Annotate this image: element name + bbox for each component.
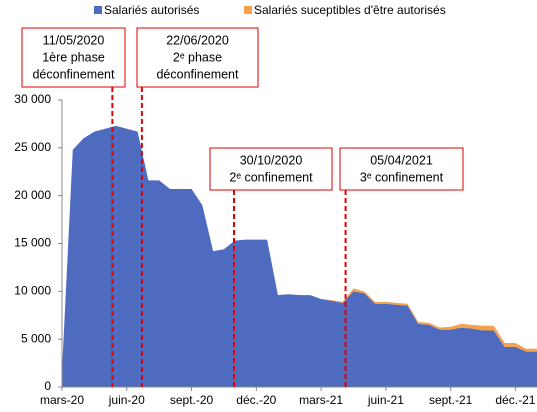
x-tick-label: juin-20 — [108, 393, 145, 407]
legend-label: Salariés suceptibles d'être autorisés — [254, 3, 446, 17]
annotation-text: 22/06/2020 — [166, 33, 229, 47]
annotation-text: 1ère phase — [42, 50, 105, 64]
y-tick-label: 30 000 — [14, 92, 51, 106]
x-tick-label: sept.-20 — [170, 393, 214, 407]
annotation-box — [209, 147, 333, 191]
legend-swatch — [244, 6, 252, 14]
annotation-text: 2ᵉ confinement — [229, 170, 313, 184]
annotation-text: déconfinement — [32, 67, 115, 81]
y-tick-label: 5 000 — [21, 331, 51, 345]
x-tick-label: sept.-21 — [429, 393, 473, 407]
annotation-box — [339, 147, 464, 191]
x-tick-label: mars-21 — [299, 393, 343, 407]
y-tick-label: 20 000 — [14, 188, 51, 202]
x-tick-label: déc.-20 — [236, 393, 276, 407]
x-tick-label: mars-20 — [40, 393, 84, 407]
legend-swatch — [94, 6, 102, 14]
y-tick-label: 25 000 — [14, 140, 51, 154]
annotation-box — [136, 27, 259, 88]
y-tick-label: 10 000 — [14, 284, 51, 298]
y-tick-label: 0 — [44, 379, 51, 393]
annotation-text: 3ᵉ confinement — [360, 170, 444, 184]
annotation-text: 2ᵉ phase — [173, 50, 222, 64]
area — [62, 125, 537, 387]
x-tick-label: juin-21 — [367, 393, 404, 407]
y-tick-label: 15 000 — [14, 236, 51, 250]
annotation-text: 30/10/2020 — [240, 153, 303, 167]
annotation-text: déconfinement — [156, 67, 239, 81]
x-tick-label: déc.-21 — [495, 393, 535, 407]
annotation-box — [21, 27, 126, 88]
legend-label: Salariés autorisés — [104, 3, 199, 17]
annotation-text: 05/04/2021 — [370, 153, 433, 167]
annotation-text: 11/05/2020 — [43, 33, 105, 47]
